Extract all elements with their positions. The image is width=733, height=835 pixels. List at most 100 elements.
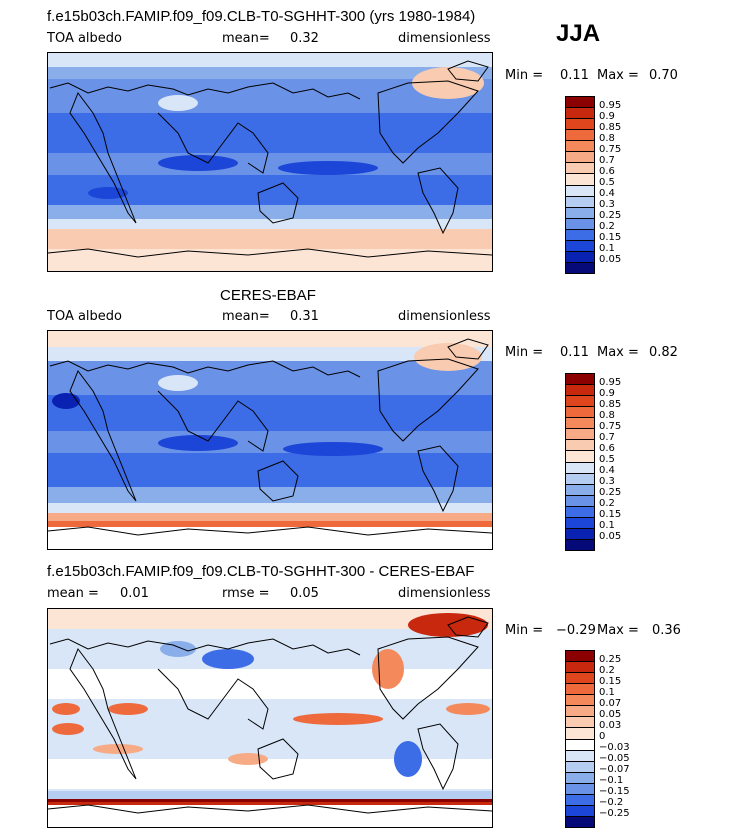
panel1-colorbar-tick-label: 0.4	[599, 188, 615, 199]
panel3-mean-label: mean =	[47, 586, 99, 601]
panel2-min-value: 0.11	[560, 345, 589, 360]
panel2-colorbar-tick-label: 0.95	[599, 377, 622, 388]
panel1-colorbar-swatch	[566, 196, 594, 208]
panel1-colorbar-tick-label: 0.95	[599, 100, 622, 111]
panel2-colorbar-tick-label: 0.75	[599, 421, 622, 432]
panel3-colorbar-swatch	[566, 750, 594, 762]
panel2-colorbar-tick-label: 0.5	[599, 454, 615, 465]
panel2-colorbar-swatch	[566, 396, 594, 408]
panel2-colorbar-tick-label: 0.2	[599, 498, 615, 509]
panel2-colorbar	[565, 373, 595, 551]
panel3-colorbar-tick-label: 0.1	[599, 687, 615, 698]
panel3-colorbar-swatch	[566, 739, 594, 751]
season-label: JJA	[556, 20, 601, 47]
panel1-colorbar-tick-label: 0.05	[599, 254, 622, 265]
panel1-max-value: 0.70	[649, 68, 678, 83]
panel1-colorbar-tick-label: 0.8	[599, 133, 615, 144]
panel3-colorbar	[565, 650, 595, 828]
panel3-colorbar-tick-label: 0.03	[599, 720, 622, 731]
panel2-colorbar-swatch	[566, 506, 594, 518]
panel3-colorbar-tick-label: 0.05	[599, 709, 622, 720]
panel1-colorbar	[565, 96, 595, 274]
panel2-colorbar-swatch	[566, 451, 594, 463]
panel2-colorbar-tick-label: 0.4	[599, 465, 615, 476]
panel2-colorbar-swatch	[566, 429, 594, 441]
panel1-colorbar-tick-label: 0.1	[599, 243, 615, 254]
panel1-colorbar-swatch	[566, 251, 594, 263]
panel1-colorbar-tick-label: 0.25	[599, 210, 622, 221]
panel3-min-label: Min =	[505, 623, 544, 638]
panel3-colorbar-tick-label: −0.03	[599, 742, 630, 753]
panel1-colorbar-swatch	[566, 185, 594, 197]
panel3-colorbar-swatch	[566, 651, 594, 663]
panel2-map-svg	[48, 331, 492, 549]
panel1-colorbar-swatch	[566, 240, 594, 252]
panel2-colorbar-swatch	[566, 407, 594, 419]
panel3-colorbar-swatch	[566, 794, 594, 806]
panel1-colorbar-swatch	[566, 108, 594, 120]
panel2-title: CERES-EBAF	[220, 287, 316, 304]
panel2-map	[47, 330, 493, 550]
panel2-colorbar-tick-label: 0.1	[599, 520, 615, 531]
panel3-colorbar-tick-label: −0.15	[599, 786, 630, 797]
panel2-colorbar-tick-label: 0.85	[599, 399, 622, 410]
panel1-colorbar-tick-label: 0.75	[599, 144, 622, 155]
panel3-colorbar-tick-label: −0.2	[599, 797, 624, 808]
panel3-colorbar-swatch	[566, 761, 594, 773]
panel2-colorbar-swatch	[566, 385, 594, 397]
panel2-colorbar-tick-label: 0.6	[599, 443, 615, 454]
panel2-colorbar-swatch	[566, 517, 594, 529]
panel3-colorbar-tick-label: 0.25	[599, 654, 622, 665]
panel2-colorbar-swatch	[566, 528, 594, 540]
panel3-colorbar-swatch	[566, 772, 594, 784]
panel3-colorbar-swatch	[566, 816, 594, 827]
panel2-colorbar-swatch	[566, 374, 594, 386]
panel3-title: f.e15b03ch.FAMIP.f09_f09.CLB-T0-SGHHT-30…	[47, 563, 475, 580]
panel2-colorbar-swatch	[566, 440, 594, 452]
panel1-mean-label: mean=	[222, 31, 270, 46]
panel1-colorbar-swatch	[566, 97, 594, 109]
panel3-colorbar-tick-label: 0	[599, 731, 606, 742]
panel1-colorbar-swatch	[566, 218, 594, 230]
panel1-colorbar-swatch	[566, 163, 594, 175]
panel1-max-label: Max =	[597, 68, 639, 83]
panel3-colorbar-swatch	[566, 673, 594, 685]
panel1-mean-value: 0.32	[290, 31, 319, 46]
panel3-colorbar-swatch	[566, 805, 594, 817]
panel2-colorbar-tick-label: 0.05	[599, 531, 622, 542]
panel2-colorbar-swatch	[566, 495, 594, 507]
panel3-units: dimensionless	[398, 586, 491, 601]
panel2-colorbar-swatch	[566, 418, 594, 430]
panel1-colorbar-tick-label: 0.9	[599, 111, 615, 122]
panel1-colorbar-swatch	[566, 119, 594, 131]
panel1-colorbar-tick-label: 0.6	[599, 166, 615, 177]
panel3-colorbar-tick-label: 0.15	[599, 676, 622, 687]
panel3-colorbar-swatch	[566, 695, 594, 707]
panel3-map	[47, 608, 493, 828]
panel1-min-value: 0.11	[560, 68, 589, 83]
panel2-max-value: 0.82	[649, 345, 678, 360]
panel3-colorbar-tick-label: 0.07	[599, 698, 622, 709]
panel3-colorbar-tick-label: −0.1	[599, 775, 624, 786]
panel2-colorbar-swatch	[566, 462, 594, 474]
panel3-rmse-value: 0.05	[290, 586, 319, 601]
panel3-colorbar-swatch	[566, 728, 594, 740]
panel1-colorbar-swatch	[566, 130, 594, 142]
panel1-colorbar-tick-label: 0.15	[599, 232, 622, 243]
panel2-colorbar-swatch	[566, 484, 594, 496]
panel2-colorbar-tick-label: 0.15	[599, 509, 622, 520]
panel2-max-label: Max =	[597, 345, 639, 360]
panel3-max-label: Max =	[597, 623, 639, 638]
panel3-colorbar-swatch	[566, 684, 594, 696]
panel2-colorbar-swatch	[566, 473, 594, 485]
panel3-colorbar-swatch	[566, 706, 594, 718]
panel2-colorbar-tick-label: 0.7	[599, 432, 615, 443]
panel3-max-value: 0.36	[652, 623, 681, 638]
panel1-title: f.e15b03ch.FAMIP.f09_f09.CLB-T0-SGHHT-30…	[47, 8, 476, 25]
panel1-colorbar-swatch	[566, 262, 594, 273]
panel1-variable: TOA albedo	[47, 31, 123, 46]
panel1-map-svg	[48, 53, 492, 271]
panel1-colorbar-tick-label: 0.85	[599, 122, 622, 133]
panel3-colorbar-swatch	[566, 662, 594, 674]
panel2-colorbar-tick-label: 0.9	[599, 388, 615, 399]
